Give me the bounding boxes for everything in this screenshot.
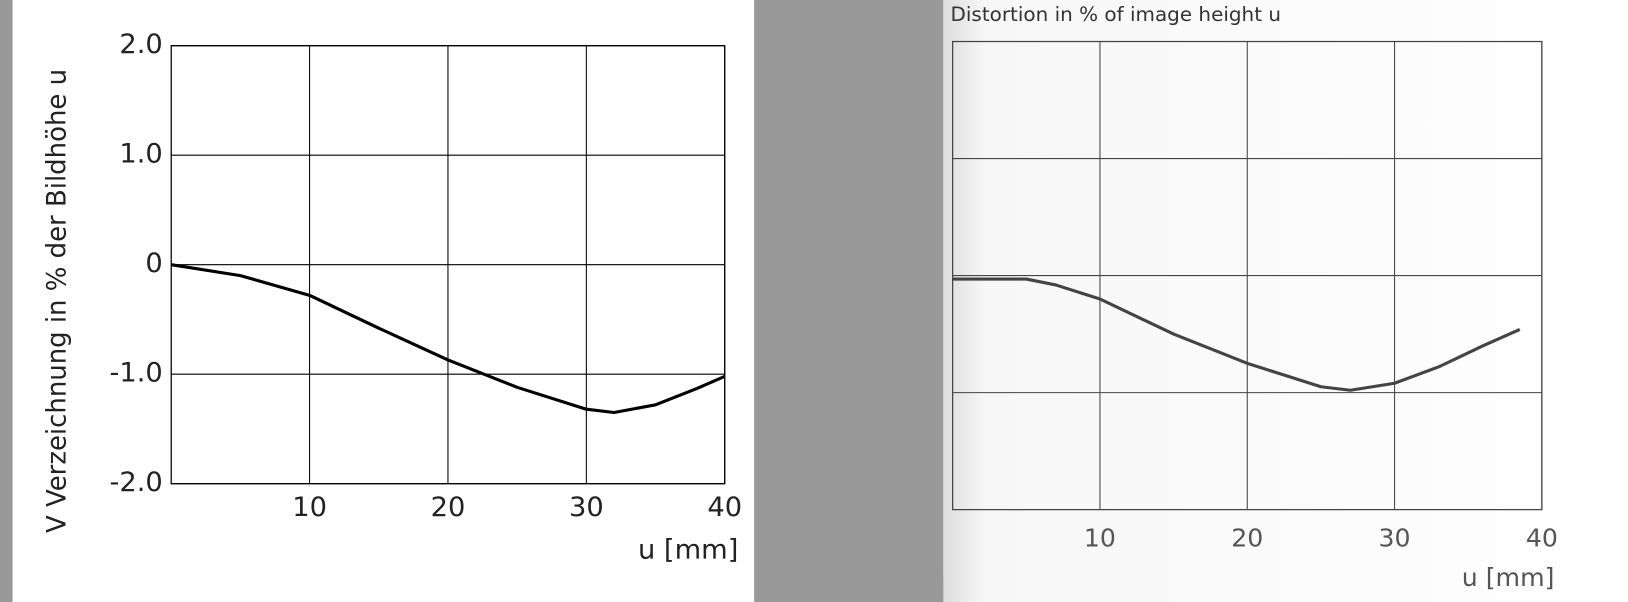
y-tick-label: -2.0 <box>110 467 163 498</box>
right-panel <box>943 0 1628 602</box>
x-tick-label: 40 <box>1526 524 1558 553</box>
x-tick-label: 10 <box>292 492 327 523</box>
x-axis-label: u [mm] <box>1462 563 1555 592</box>
y-tick-label: -1.0 <box>110 358 163 389</box>
y-tick-label: 0 <box>145 248 162 279</box>
corner <box>913 572 944 602</box>
x-tick-label: 30 <box>569 492 604 523</box>
data-line <box>170 263 726 415</box>
x-axis-label: u [mm] <box>638 535 738 566</box>
chart-title: Distortion in % of image height u <box>951 3 1281 26</box>
y-tick-label: 2.0 <box>119 29 162 60</box>
x-tick-label: 10 <box>1084 524 1116 553</box>
x-tick-label: 20 <box>1231 524 1263 553</box>
y-tick-label: 1.0 <box>119 139 162 170</box>
chart: 10 20 30 40 Distortion in % of image height … <box>951 3 1558 592</box>
chart: -2.0 -1.0 0 1.0 2.0 10 20 30 40 V Verzeichnung in… <box>42 29 742 565</box>
x-tick-label: 20 <box>431 492 466 523</box>
left-panel <box>12 0 755 602</box>
data-line <box>952 277 1521 392</box>
y-axis-label: V Verzeichnung in % der Bildhöhe u <box>42 69 72 533</box>
x-tick-label: 30 <box>1379 524 1411 553</box>
x-tick-label: 40 <box>707 492 742 523</box>
